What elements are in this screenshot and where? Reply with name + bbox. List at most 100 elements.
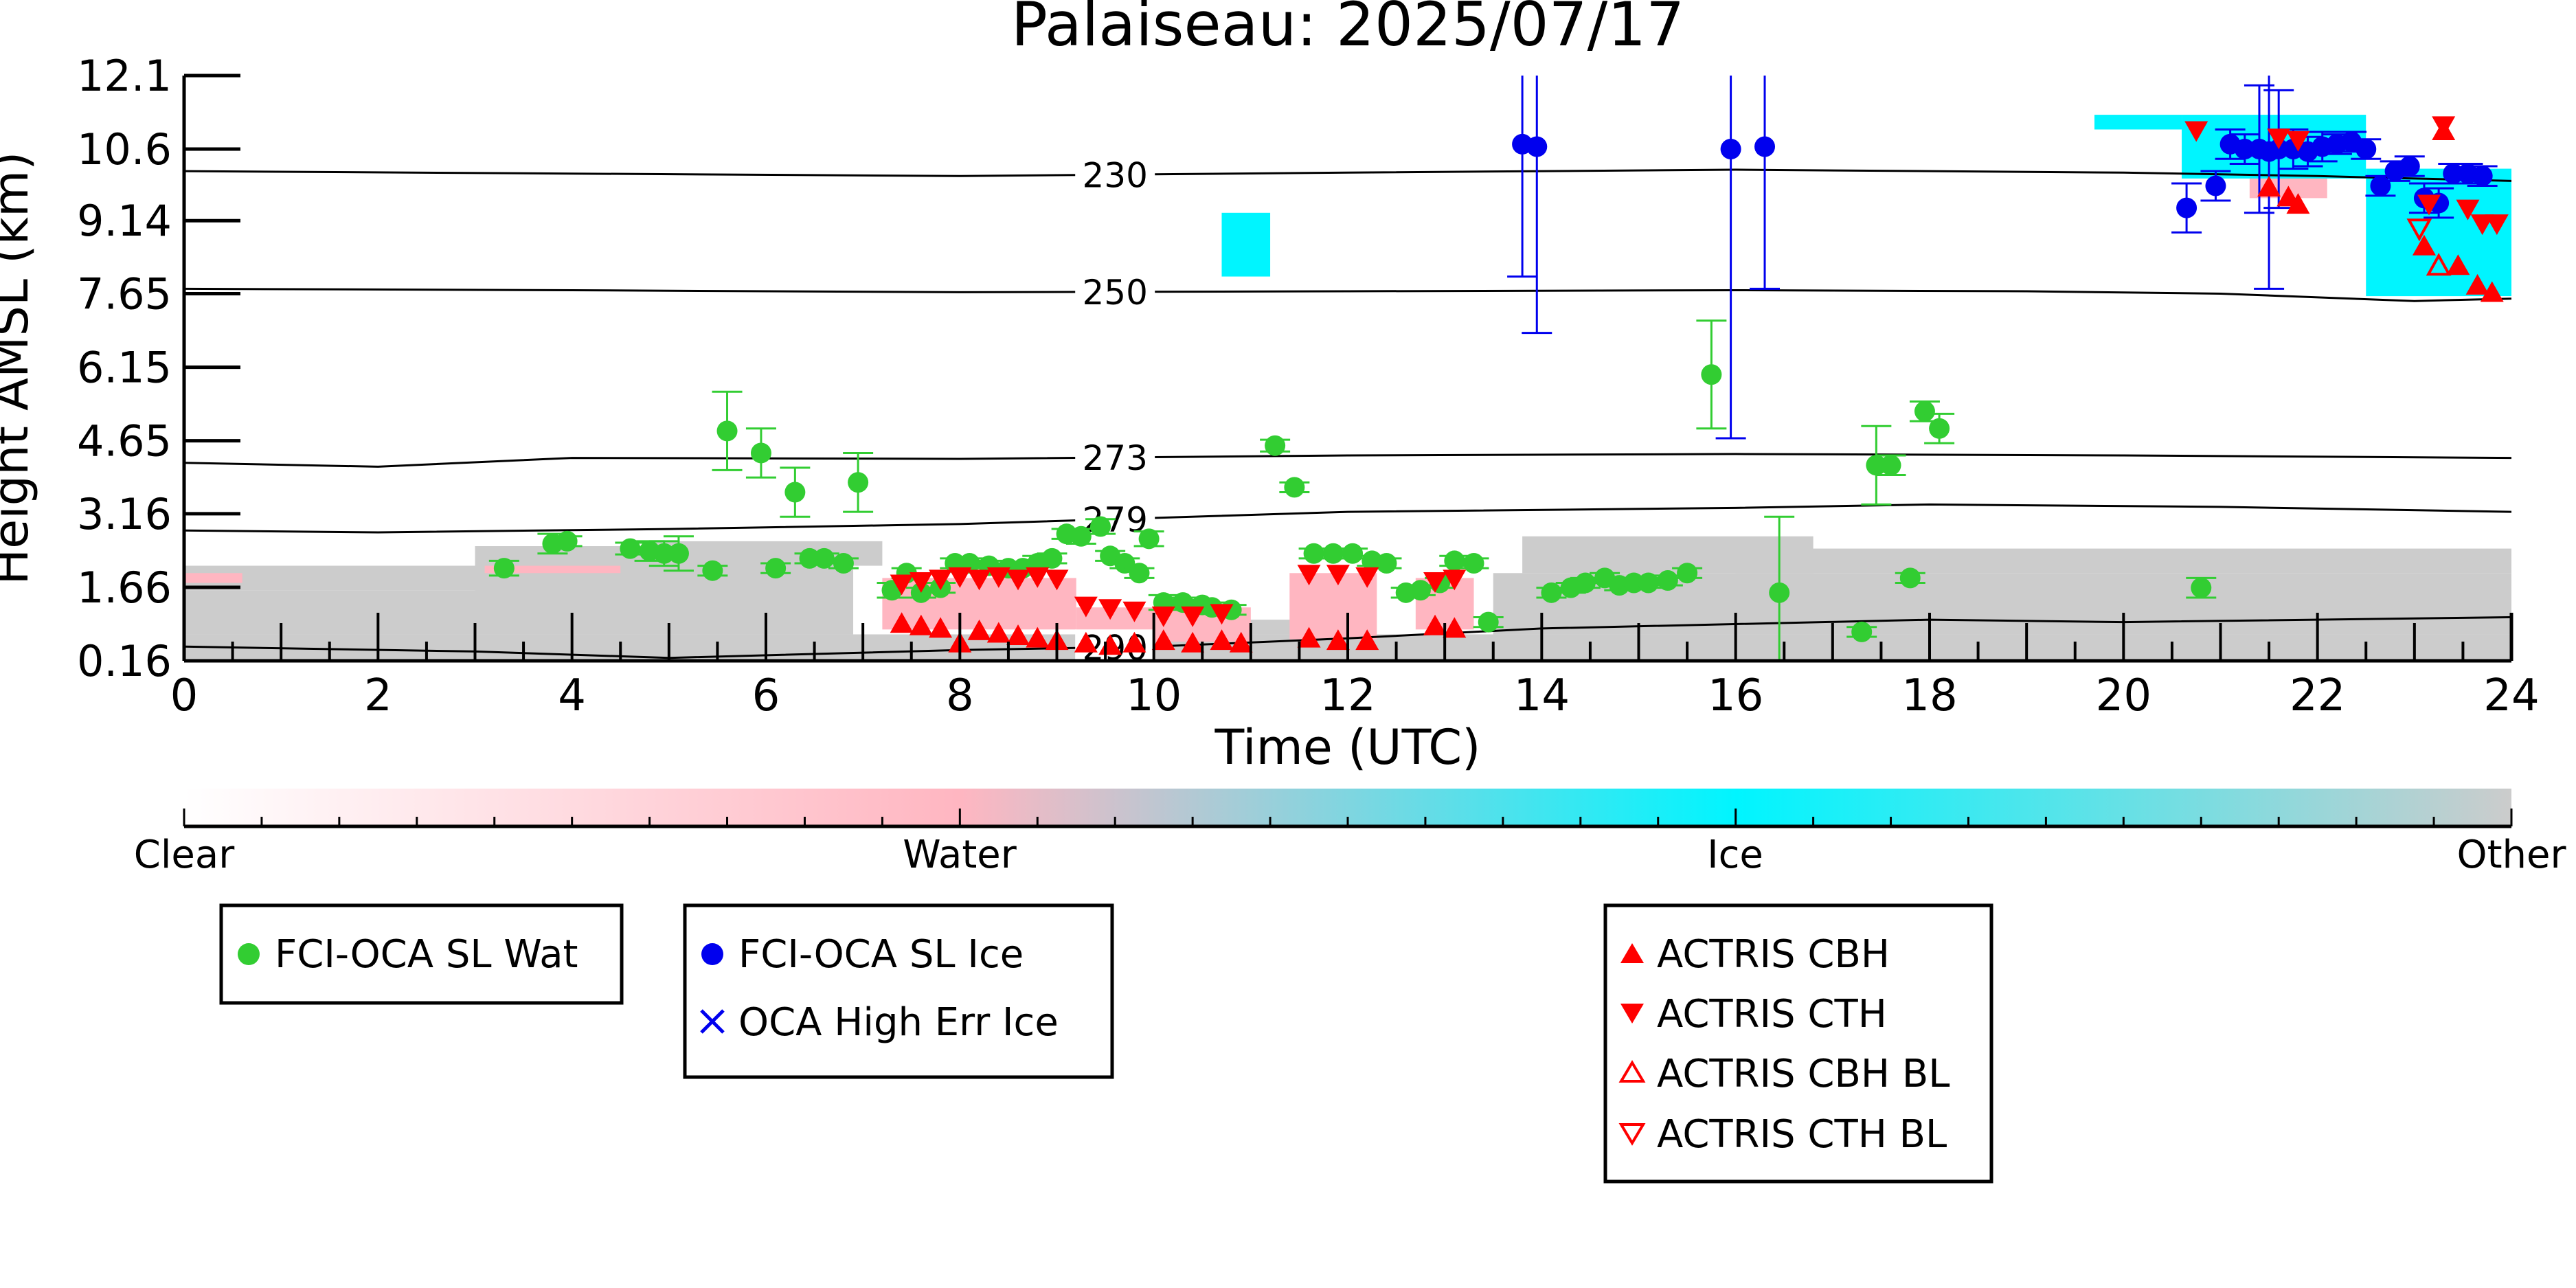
data-point bbox=[1851, 621, 1873, 642]
data-point bbox=[909, 572, 933, 593]
legend-fci-ice: FCI-OCA SL Ice OCA High Err Ice bbox=[683, 903, 1114, 1079]
colorbar: Clear Water Ice Other bbox=[134, 789, 2566, 877]
data-point bbox=[1423, 614, 1447, 635]
data-point bbox=[1342, 543, 1364, 564]
data-point bbox=[967, 619, 991, 640]
data-point bbox=[909, 614, 933, 635]
data-point bbox=[2406, 218, 2432, 242]
data-point bbox=[2286, 131, 2310, 152]
x-tick-label: 14 bbox=[1514, 670, 1570, 721]
data-point bbox=[1026, 567, 1050, 588]
data-point bbox=[1006, 624, 1030, 646]
legend-label-actris-cth: ACTRIS CTH bbox=[1657, 992, 1887, 1037]
data-point bbox=[784, 482, 806, 503]
mask-water-0 bbox=[184, 573, 242, 583]
y-tick-label: 0.16 bbox=[77, 636, 172, 686]
data-point bbox=[2205, 175, 2226, 196]
mask-other-7 bbox=[1735, 548, 2511, 574]
legend-marker-actris-cth-bl bbox=[1618, 1123, 1646, 1146]
data-point bbox=[2465, 273, 2489, 295]
data-point bbox=[1720, 139, 1741, 160]
legend-label-actris-cth-bl: ACTRIS CTH BL bbox=[1657, 1112, 1947, 1157]
data-point bbox=[1443, 569, 1467, 591]
data-point bbox=[2286, 193, 2310, 214]
data-point bbox=[986, 567, 1010, 588]
data-point bbox=[2399, 156, 2420, 177]
legend-marker-fci-wat bbox=[238, 943, 260, 965]
data-point bbox=[1444, 550, 1465, 572]
data-point bbox=[929, 617, 953, 638]
x-tick-label: 16 bbox=[1708, 670, 1763, 721]
data-point bbox=[1090, 516, 1111, 537]
y-tick-label: 7.65 bbox=[77, 269, 172, 319]
data-point bbox=[2426, 253, 2452, 276]
data-point bbox=[1423, 572, 1447, 593]
data-point bbox=[716, 420, 738, 442]
data-point bbox=[1122, 631, 1146, 653]
data-point bbox=[2176, 197, 2197, 218]
data-point bbox=[1297, 565, 1321, 586]
data-point bbox=[1210, 629, 1234, 651]
data-point bbox=[2456, 199, 2480, 221]
data-point bbox=[2480, 281, 2504, 302]
isotherm-279 bbox=[183, 503, 2512, 534]
isotherm-label-273: 273 bbox=[1082, 438, 1147, 478]
legend-fci-wat: FCI-OCA SL Wat bbox=[219, 903, 624, 1005]
chart-title: Palaiseau: 2025/07/17 bbox=[1011, 0, 1684, 60]
isotherm-label-bg-273 bbox=[1075, 440, 1155, 476]
data-point bbox=[1638, 572, 1659, 594]
data-point bbox=[1151, 606, 1175, 627]
isotherm-250 bbox=[183, 287, 2512, 302]
data-point bbox=[1026, 626, 1050, 648]
data-point bbox=[1181, 631, 1205, 653]
data-point bbox=[620, 538, 641, 559]
data-point bbox=[2432, 116, 2456, 137]
legend-label-actris-cbh-bl: ACTRIS CBH BL bbox=[1657, 1052, 1950, 1096]
data-point bbox=[1006, 569, 1030, 591]
data-point bbox=[1041, 547, 1063, 569]
data-point bbox=[1210, 604, 1234, 625]
data-point bbox=[929, 569, 953, 591]
data-point bbox=[1074, 631, 1098, 653]
isotherm-label-230: 230 bbox=[1082, 155, 1147, 195]
data-point bbox=[1355, 629, 1379, 651]
x-tick-label: 24 bbox=[2483, 670, 2539, 721]
data-point bbox=[1574, 572, 1596, 594]
data-point bbox=[1899, 567, 1921, 589]
mask-other-1 bbox=[184, 590, 475, 635]
legend-marker-actris-cth bbox=[1620, 1004, 1644, 1024]
data-point bbox=[1138, 528, 1160, 550]
data-point bbox=[1265, 435, 1286, 456]
data-point bbox=[1326, 565, 1350, 586]
x-tick-label: 2 bbox=[364, 670, 392, 721]
legend-label-fci-wat: FCI-OCA SL Wat bbox=[275, 932, 578, 977]
data-point bbox=[833, 553, 854, 574]
legend-label-fci-ice: FCI-OCA SL Ice bbox=[738, 932, 1024, 977]
data-point bbox=[668, 543, 689, 564]
x-tick-label: 6 bbox=[752, 670, 780, 721]
isotherm-273 bbox=[183, 453, 2512, 468]
legend-marker-oca-high-err bbox=[700, 1009, 725, 1034]
data-point bbox=[1701, 364, 1722, 385]
x-tick-label: 0 bbox=[170, 670, 199, 721]
data-point bbox=[556, 530, 578, 552]
data-point bbox=[1322, 543, 1344, 564]
colorbar-label-ice: Ice bbox=[1707, 833, 1763, 877]
data-point bbox=[1769, 582, 1790, 603]
y-tick-label: 6.15 bbox=[77, 343, 172, 393]
x-axis-label: Time (UTC) bbox=[1214, 719, 1481, 776]
x-tick-label: 22 bbox=[2290, 670, 2345, 721]
data-point bbox=[2257, 176, 2281, 197]
data-point bbox=[765, 558, 787, 579]
y-tick-label: 4.65 bbox=[77, 416, 172, 466]
data-point bbox=[493, 558, 515, 579]
data-point bbox=[948, 567, 972, 588]
isotherm-label-bg-230 bbox=[1075, 157, 1155, 193]
data-point bbox=[2443, 163, 2464, 184]
mask-other-8 bbox=[1522, 536, 1814, 574]
data-point bbox=[986, 622, 1010, 643]
colorbar-label-clear: Clear bbox=[134, 833, 235, 877]
